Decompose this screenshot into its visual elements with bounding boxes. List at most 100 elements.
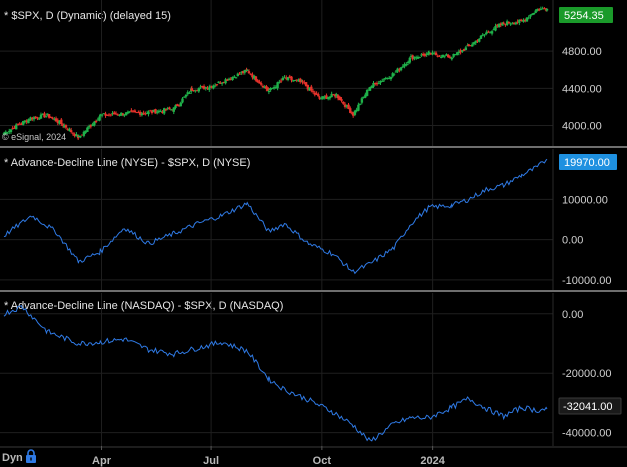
- up-candle: [536, 9, 539, 11]
- up-candle: [345, 105, 348, 107]
- down-candle: [137, 112, 140, 114]
- down-candle: [318, 97, 321, 99]
- up-candle: [381, 80, 384, 82]
- x-axis[interactable]: Apr Jul Oct 2024: [92, 446, 446, 467]
- up-candle: [278, 81, 281, 83]
- up-candle: [236, 73, 240, 77]
- up-candle: [368, 87, 372, 91]
- down-candle: [51, 117, 54, 119]
- up-candle: [102, 113, 106, 115]
- down-candle: [66, 128, 69, 130]
- down-candle: [222, 81, 226, 83]
- down-candle: [116, 114, 119, 116]
- lock-icon[interactable]: [26, 449, 36, 463]
- up-candle: [183, 96, 186, 98]
- up-candle: [386, 77, 389, 80]
- down-candle: [374, 82, 377, 84]
- down-candle: [342, 101, 345, 104]
- down-candle: [245, 69, 248, 71]
- down-candle: [469, 45, 472, 47]
- up-candle: [471, 44, 474, 47]
- up-candle: [293, 79, 297, 81]
- up-candle: [364, 94, 367, 98]
- down-candle: [202, 86, 206, 89]
- up-candle: [23, 120, 27, 123]
- down-candle: [496, 24, 499, 26]
- down-candle: [313, 92, 317, 95]
- x-tick-label: 2024: [420, 455, 445, 467]
- up-candle: [159, 110, 162, 112]
- up-candle: [75, 134, 78, 137]
- down-candle: [507, 22, 511, 24]
- down-candle: [502, 22, 505, 24]
- up-candle: [120, 112, 123, 116]
- down-candle: [254, 76, 258, 81]
- nyse-ad-panel[interactable]: * Advance-Decline Line (NYSE) - $SPX, D …: [0, 149, 617, 290]
- up-candle: [445, 54, 448, 56]
- y-tick-label: 0.00: [562, 309, 583, 321]
- down-candle: [241, 71, 245, 74]
- up-candle: [497, 24, 501, 28]
- down-candle: [49, 117, 53, 119]
- up-candle: [492, 29, 495, 31]
- nasdaq-ad-panel[interactable]: * Advance-Decline Line (NASDAQ) - $SPX, …: [0, 293, 622, 446]
- spx-panel[interactable]: * $SPX, D (Dynamic) (delayed 15) 4000.00…: [0, 0, 613, 146]
- down-candle: [206, 87, 209, 89]
- down-candle: [131, 111, 135, 113]
- up-candle: [267, 90, 271, 93]
- up-candle: [384, 77, 387, 79]
- up-candle: [479, 35, 483, 39]
- up-candle: [489, 32, 492, 34]
- up-candle: [433, 53, 436, 55]
- down-candle: [265, 86, 268, 90]
- down-candle: [34, 116, 37, 118]
- up-candle: [389, 76, 393, 80]
- up-candle: [227, 78, 231, 81]
- down-candle: [20, 124, 23, 126]
- down-candle: [347, 104, 350, 109]
- down-candle: [210, 86, 213, 88]
- up-candle: [212, 85, 215, 89]
- up-candle: [534, 10, 537, 13]
- down-candle: [229, 78, 233, 80]
- up-candle: [100, 114, 104, 116]
- up-candle: [420, 54, 423, 56]
- down-candle: [290, 76, 293, 81]
- up-candle: [300, 80, 304, 82]
- interval-label[interactable]: Dyn: [2, 452, 23, 464]
- down-candle: [107, 114, 111, 116]
- down-candle: [133, 110, 137, 113]
- up-candle: [87, 126, 91, 128]
- up-candle: [509, 23, 512, 25]
- nyse-ad-price-tag: [559, 154, 617, 170]
- up-candle: [39, 114, 43, 119]
- up-candle: [529, 14, 532, 17]
- down-candle: [61, 124, 65, 126]
- up-candle: [152, 109, 155, 112]
- up-candle: [157, 110, 161, 112]
- down-candle: [375, 83, 379, 85]
- y-tick-label: 10000.00: [562, 194, 608, 206]
- down-candle: [80, 134, 84, 136]
- up-candle: [431, 52, 434, 55]
- up-candle: [62, 125, 66, 127]
- down-candle: [310, 86, 313, 91]
- down-candle: [258, 81, 261, 84]
- up-candle: [450, 57, 453, 59]
- up-candle: [406, 61, 410, 64]
- up-candle: [79, 135, 82, 138]
- up-candle: [99, 114, 102, 116]
- down-candle: [190, 88, 194, 91]
- down-candle: [467, 44, 470, 47]
- up-candle: [413, 56, 416, 59]
- up-candle: [128, 111, 131, 113]
- up-candle: [401, 66, 405, 68]
- down-candle: [524, 19, 527, 21]
- up-candle: [328, 96, 332, 99]
- down-candle: [259, 83, 263, 85]
- down-candle: [219, 82, 222, 84]
- up-candle: [450, 58, 454, 60]
- up-candle: [84, 130, 87, 133]
- up-candle: [522, 19, 525, 22]
